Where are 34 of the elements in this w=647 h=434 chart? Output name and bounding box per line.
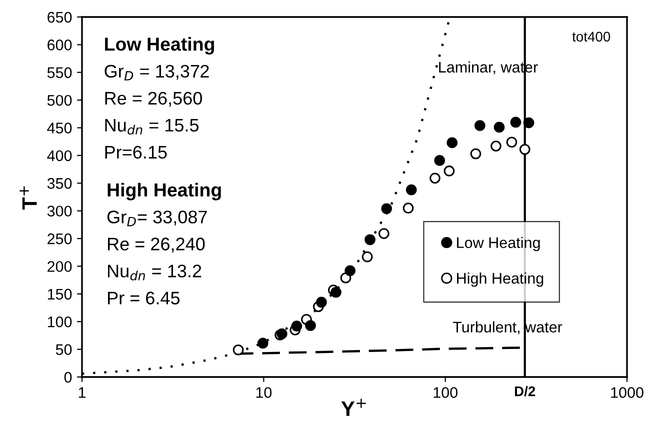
y-tick-label: 650 <box>48 12 72 23</box>
annotation: Re = 26,560 <box>105 92 202 107</box>
annotation: Pr=6.15 <box>105 146 167 159</box>
annotation: Nu$_{dn}$ = 13.2 <box>108 264 202 280</box>
y-axis-title: T$^{+}$ <box>20 186 37 210</box>
x-axis-title: Y$^{+}$ <box>341 398 366 416</box>
y-tick-label: 150 <box>48 288 72 300</box>
y-tick-label: 250 <box>48 233 72 244</box>
annotation: Nu$_{dn}$ = 15.5 <box>105 119 199 135</box>
y-tick-label: 200 <box>48 261 72 272</box>
x-tick-label: 10 <box>256 387 272 398</box>
annotation: Gr$_{D}$= 33,087 <box>107 210 207 226</box>
y-tick-label: 500 <box>47 94 72 106</box>
x-tick-label: 1 <box>78 387 86 398</box>
y-tick-label: 300 <box>47 206 72 217</box>
y-tick-label: 400 <box>47 150 72 162</box>
y-tick-label: 350 <box>47 178 72 189</box>
y-tick-label: 600 <box>48 40 72 50</box>
annotation: Pr = 6.45 <box>108 292 180 304</box>
x-tick-label: 1000 <box>611 387 644 398</box>
annotation: tot400 <box>572 32 610 42</box>
legend-label: High Heating <box>457 272 544 287</box>
annotation: Re = 26,240 <box>108 238 205 253</box>
x-tick-label: 100 <box>434 387 458 398</box>
annotation: High Heating <box>108 182 221 200</box>
annotation: Low Heating <box>105 37 214 55</box>
y-tick-label: 550 <box>47 67 72 78</box>
annotation: Gr$_{D}$ = 13,372 <box>104 64 209 80</box>
y-tick-label: 50 <box>56 344 72 355</box>
y-tick-label: 0 <box>64 372 72 383</box>
y-tick-label: 450 <box>47 122 72 134</box>
ref-line-label: D/2 <box>514 386 536 396</box>
legend-label: Low Heating <box>457 236 540 252</box>
y-tick-label: 100 <box>48 316 72 328</box>
